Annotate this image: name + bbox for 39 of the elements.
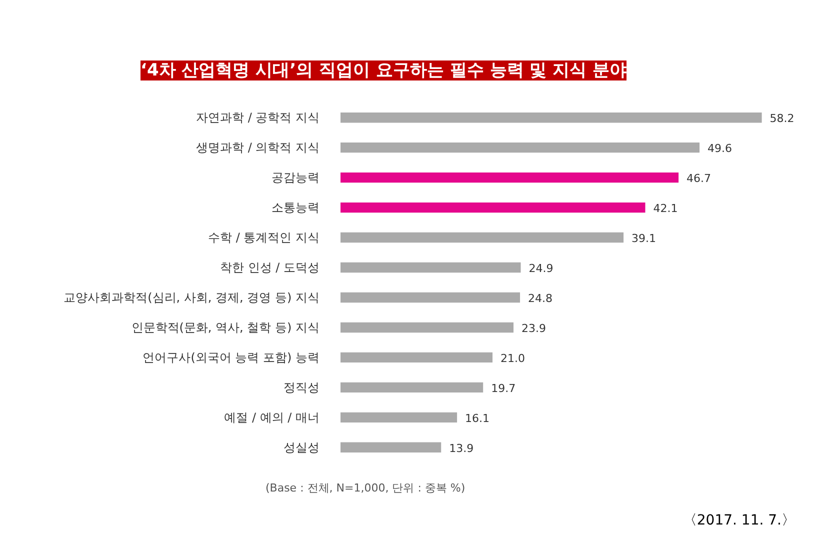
text: (Base : 전체, N=1,000, 단위 : 중복 %) — [266, 482, 466, 494]
bar — [340, 382, 484, 393]
data-label: 23.9 — [522, 322, 546, 335]
data-label: 13.9 — [449, 442, 474, 455]
bar — [340, 262, 521, 273]
bar — [340, 202, 646, 213]
bar — [340, 232, 624, 243]
data-label: 19.7 — [491, 382, 516, 395]
y-tick-label: 소통능력 — [272, 200, 320, 215]
y-tick-label: 착한 인성 / 도덕성 — [220, 260, 320, 275]
y-tick-label: 수학 / 통계적인 지식 — [208, 230, 320, 245]
y-tick-label: 공감능력 — [272, 170, 320, 185]
y-tick-label: 정직성 — [284, 380, 320, 394]
y-tick-label: 교양사회과학적(심리, 사회, 경제, 경영 등) 지식 — [64, 290, 320, 304]
bar — [340, 112, 762, 123]
chart-title: ‘4차 산업혁명 시대’의 직업이 요구하는 필수 능력 및 지식 분야 — [140, 60, 627, 80]
data-label: 46.7 — [686, 172, 712, 186]
y-tick-label: 자연과학 / 공학적 지식 — [196, 110, 320, 125]
y-tick-label: 성실성 — [284, 440, 320, 454]
bar — [340, 172, 679, 183]
y-tick-label: 인문학적(문화, 역사, 철학 등) 지식 — [131, 320, 320, 334]
bar — [340, 142, 700, 153]
data-label: 58.2 — [770, 112, 794, 126]
data-label: 24.9 — [528, 262, 554, 276]
y-tick-label: 예절 / 예의 / 매너 — [224, 410, 320, 424]
bar — [340, 292, 520, 303]
y-tick-label: 생명과학 / 의학적 지식 — [196, 140, 320, 155]
text: 〈2017. 11. 7.〉 — [682, 512, 796, 528]
data-label: 39.1 — [632, 232, 656, 246]
data-label: 16.1 — [465, 412, 490, 425]
bar — [340, 352, 493, 363]
bar — [340, 412, 458, 423]
data-label: 42.1 — [653, 202, 678, 216]
bar — [340, 442, 442, 453]
y-tick-label: 언어구사(외국어 능력 포함) 능력 — [142, 350, 320, 364]
data-label: 49.6 — [708, 142, 732, 156]
bar — [340, 322, 514, 333]
data-label: 21.0 — [500, 352, 526, 365]
data-label: 24.8 — [528, 292, 553, 305]
